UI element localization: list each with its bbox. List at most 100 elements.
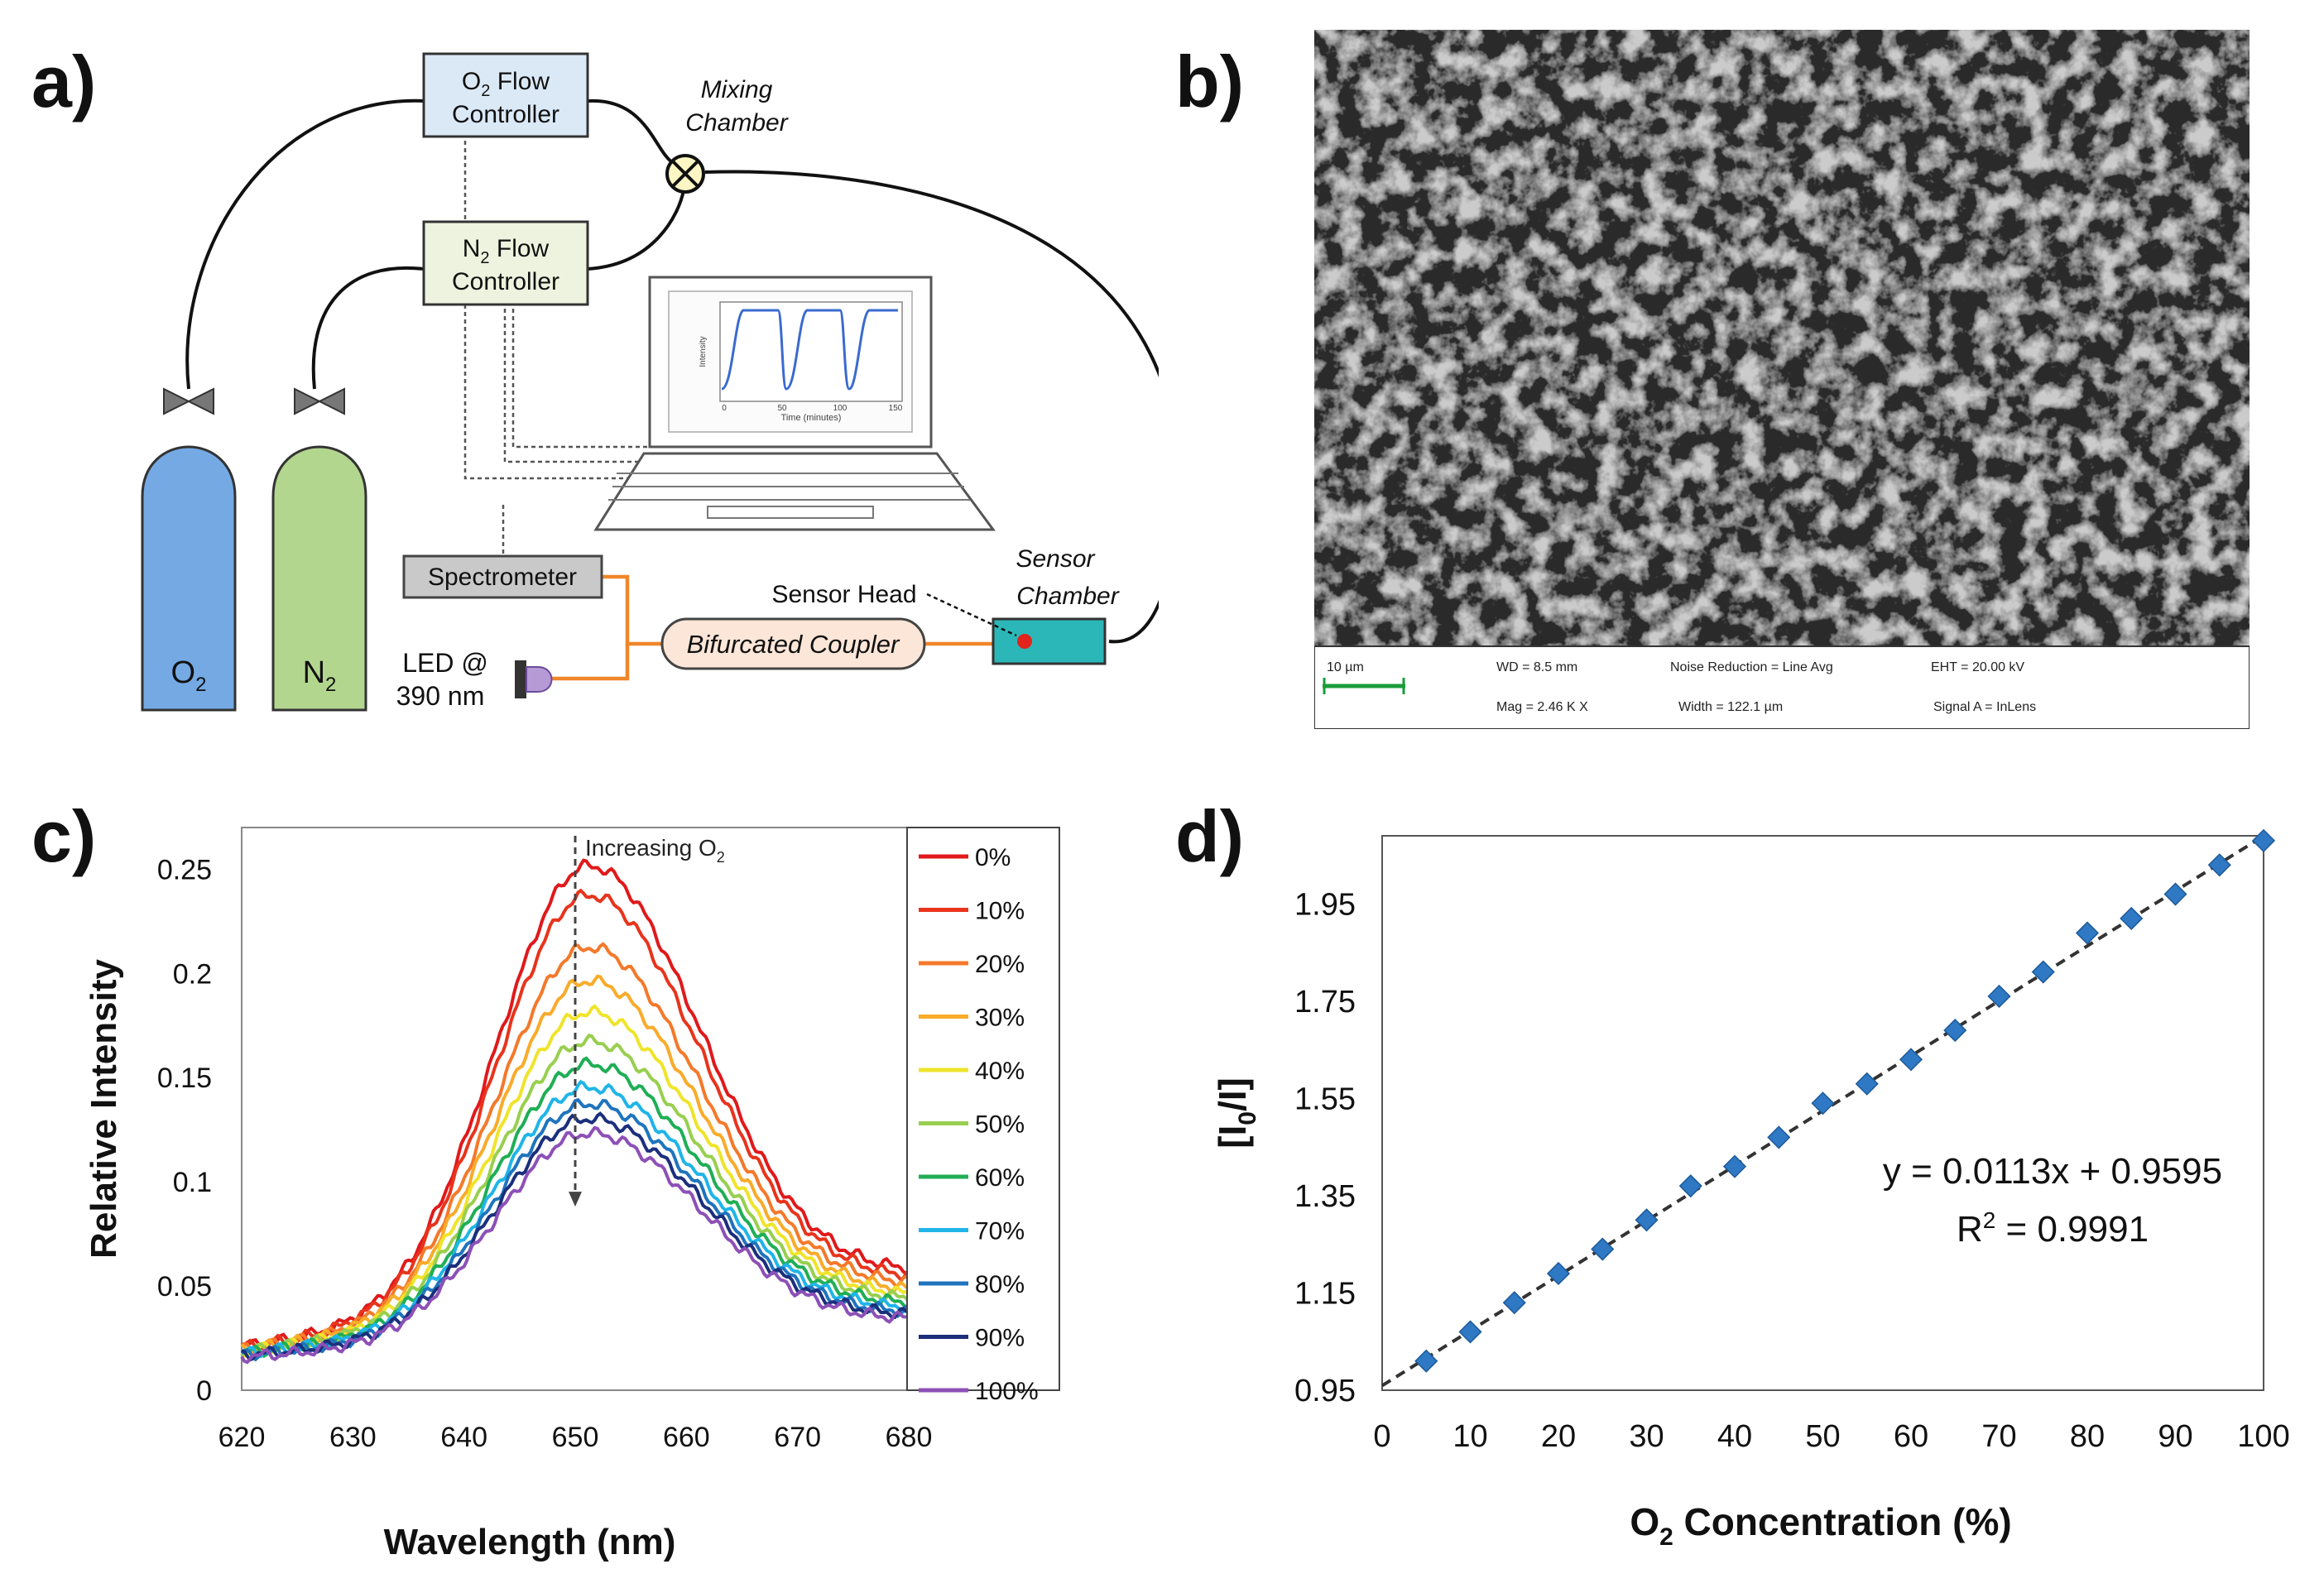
data-point	[2251, 828, 2276, 852]
svg-text:Bifurcated Coupler: Bifurcated Coupler	[687, 630, 900, 659]
led-icon	[515, 660, 553, 698]
y-axis-title-d: [I0/I]	[1211, 1077, 1261, 1149]
svg-text:Spectrometer: Spectrometer	[428, 564, 577, 591]
legend-c	[906, 827, 1060, 1391]
mixing-chamber: Mixing Chamber	[665, 76, 789, 194]
x-tick-label-d: 20	[1541, 1419, 1576, 1454]
data-point	[2163, 882, 2187, 906]
svg-text:Controller: Controller	[452, 268, 559, 295]
y-tick-label-c: 0.15	[157, 1063, 212, 1094]
svg-text:Controller: Controller	[452, 101, 559, 128]
y-tick-label-c: 0.1	[173, 1167, 212, 1198]
data-point	[1987, 984, 2011, 1009]
svg-text:0: 0	[722, 404, 727, 413]
x-tick-label-c: 660	[663, 1422, 710, 1453]
x-tick-label-d: 80	[2070, 1419, 2105, 1454]
x-tick-label-d: 100	[2237, 1419, 2289, 1454]
n2-flow-controller: N2 Flow Controller	[422, 220, 589, 306]
y-tick-label-c: 0	[196, 1375, 212, 1407]
legend-label: 60%	[975, 1164, 1025, 1192]
data-point	[2207, 853, 2231, 877]
x-tick-label-c: 650	[552, 1422, 599, 1453]
bifurcated-coupler: Bifurcated Coupler	[660, 617, 926, 670]
legend-label: 100%	[975, 1378, 1039, 1405]
setup-schematic: O2 Flow Controller N2 Flow Controller Mi…	[141, 52, 1159, 712]
spectrum-line-70pct	[241, 1079, 910, 1358]
panel-label-a: a)	[31, 41, 97, 122]
data-point	[1591, 1237, 1615, 1261]
panel-label-c: c)	[31, 795, 97, 877]
emission-spectra-chart: Increasing O2 0 0.05 0.1 0.15 0.2 0.25 620 630…	[84, 827, 1060, 1562]
svg-text:Time (minutes): Time (minutes)	[781, 413, 842, 423]
optical-fibers	[534, 574, 993, 681]
x-tick-label-d: 50	[1805, 1419, 1840, 1454]
x-tick-label-c: 630	[329, 1422, 377, 1453]
data-point	[1458, 1320, 1482, 1344]
y-tick-label-c: 0.05	[157, 1271, 212, 1303]
svg-text:Intensity: Intensity	[699, 336, 708, 367]
svg-text:Noise Reduction = Line Avg: Noise Reduction = Line Avg	[1670, 660, 1833, 674]
data-point	[2120, 906, 2144, 930]
scale-label: 10 µm	[1327, 660, 1364, 674]
x-tick-label-d: 30	[1629, 1419, 1664, 1454]
data-point	[2031, 960, 2055, 984]
svg-text:Width = 122.1 µm: Width = 122.1 µm	[1678, 700, 1783, 714]
n2-cylinder: N2	[271, 445, 367, 712]
sensor-chamber-label: Sensor	[1016, 545, 1095, 573]
spectrometer: Spectrometer	[402, 554, 603, 599]
legend-label: 90%	[975, 1325, 1025, 1352]
n2-valve-icon	[294, 387, 345, 415]
sem-info-bar	[1314, 645, 2250, 729]
stern-volmer-chart: 0.95 1.15 1.35 1.55 1.75 1.95 0 10 20 30 40 50 60 70…	[1211, 828, 2290, 1551]
arrow-head-icon	[569, 1192, 582, 1207]
mixing-chamber-label: Mixing	[701, 76, 773, 103]
data-point	[1635, 1208, 1659, 1232]
legend-label: 10%	[975, 898, 1025, 925]
y-tick-label-c: 0.25	[157, 854, 212, 885]
legend-label: 0%	[975, 844, 1011, 871]
x-tick-label-d: 0	[1373, 1419, 1390, 1454]
r-squared: R2 = 0.9991	[1957, 1207, 2149, 1250]
laptop-plot-trace	[721, 309, 898, 391]
sensor-chamber: Sensor Head Sensor Chamber	[771, 545, 1120, 665]
svg-text:N2 Flow: N2 Flow	[463, 235, 550, 267]
fit-equation: y = 0.0113x + 0.9595	[1883, 1151, 2222, 1192]
data-point	[1899, 1048, 1923, 1072]
y-tick-label-d: 1.15	[1294, 1276, 1356, 1311]
data-point	[1943, 1019, 1967, 1043]
svg-text:N2: N2	[303, 655, 337, 696]
o2-flow-controller: O2 Flow Controller	[422, 52, 589, 138]
control-wires	[463, 126, 675, 559]
legend-label: 40%	[975, 1058, 1025, 1085]
svg-text:50: 50	[777, 404, 787, 413]
laptop-icon: Intensity Time (minutes) 0 50 100 150	[593, 276, 996, 531]
x-tick-label-d: 90	[2158, 1419, 2192, 1454]
y-axis-title-c: Relative Intensity	[84, 959, 124, 1259]
legend-label: 50%	[975, 1111, 1025, 1139]
svg-text:150: 150	[889, 404, 903, 413]
svg-text:100: 100	[833, 404, 847, 413]
increasing-o2-label: Increasing O2	[585, 835, 725, 866]
o2-valve-icon	[163, 387, 214, 415]
x-tick-label-c: 680	[886, 1422, 933, 1453]
data-point	[1414, 1349, 1438, 1373]
data-point	[2075, 921, 2100, 945]
legend-label: 80%	[975, 1271, 1025, 1298]
x-tick-label-d: 60	[1894, 1419, 1928, 1454]
data-point	[1546, 1261, 1571, 1286]
svg-text:O2 Flow: O2 Flow	[462, 68, 550, 100]
spectrum-line-80pct	[240, 1097, 910, 1362]
svg-text:390 nm: 390 nm	[396, 681, 485, 711]
data-point	[1767, 1125, 1791, 1149]
svg-text:Mag = 2.46 K X: Mag = 2.46 K X	[1496, 700, 1588, 714]
y-tick-label-d: 0.95	[1294, 1374, 1356, 1408]
o2-cylinder: O2	[141, 445, 237, 712]
mixer-to-sensor-tube	[704, 170, 1159, 644]
sensor-head-label: Sensor Head	[771, 581, 916, 608]
data-point	[1678, 1174, 1702, 1198]
svg-text:Chamber: Chamber	[685, 109, 788, 137]
data-point	[1502, 1291, 1526, 1315]
sensor-head-dot	[1017, 634, 1032, 649]
svg-text:EHT = 20.00 kV: EHT = 20.00 kV	[1931, 660, 2024, 674]
x-axis-title-d: O2 Concentration (%)	[1630, 1500, 2011, 1551]
